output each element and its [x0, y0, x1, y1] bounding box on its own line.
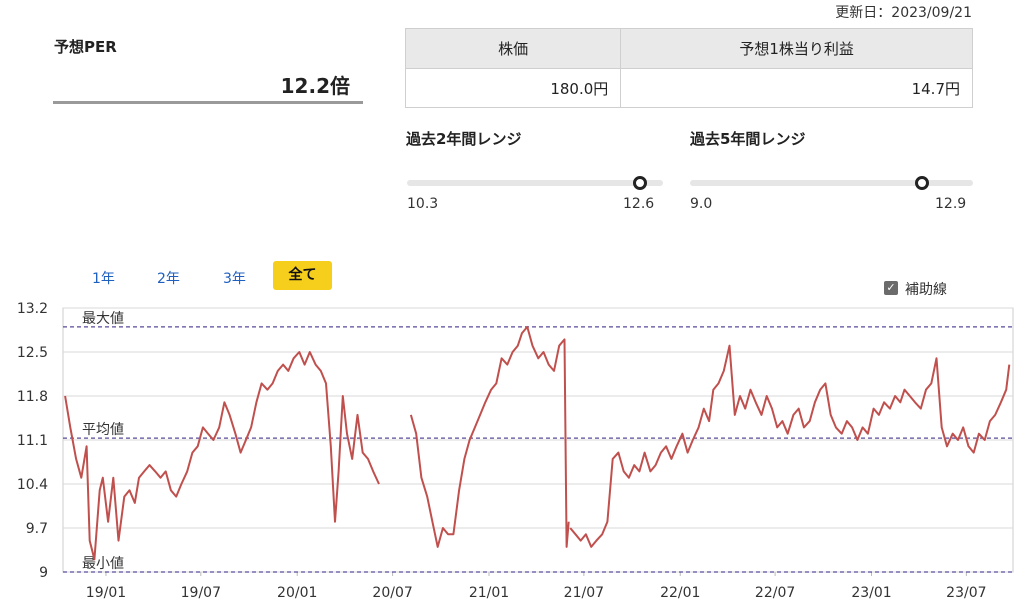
- range-5y-max: 12.9: [935, 196, 967, 212]
- x-tick-label: 19/07: [181, 585, 221, 601]
- x-tick-label: 19/01: [86, 585, 126, 601]
- tab-2y[interactable]: 2年: [157, 271, 180, 287]
- helper-lines-checkbox[interactable]: ✓: [884, 281, 898, 295]
- y-tick-label: 9.7: [26, 521, 48, 537]
- per-value: 12.2倍: [280, 74, 350, 98]
- range-2y-track: [407, 180, 663, 186]
- per-chart: 9 9.7 10.4 11.1 11.8 12.5 13.2 19/01 19/07 20/01 2…: [17, 301, 1014, 601]
- range-2y-marker: [632, 176, 647, 190]
- price-eps-table: 株価 予想1株当り利益 180.0円 14.7円: [404, 28, 973, 108]
- range-5y-track: [690, 180, 973, 186]
- x-tick-label: 22/07: [755, 585, 795, 601]
- x-tick-label: 22/01: [660, 585, 700, 601]
- per-underline: [53, 101, 363, 104]
- reference-line-label: 平均値: [82, 422, 124, 438]
- reference-line-label: 最大値: [82, 311, 124, 327]
- y-tick-label: 13.2: [17, 301, 48, 317]
- table-header-eps: 予想1株当り利益: [620, 28, 973, 69]
- tab-all[interactable]: 全て: [273, 261, 332, 290]
- tab-1y[interactable]: 1年: [92, 271, 115, 287]
- range-2y-title: 過去2年間レンジ: [406, 130, 522, 148]
- y-tick-label: 9: [39, 565, 48, 581]
- x-tick-label: 23/07: [946, 585, 986, 601]
- range-5y-marker: [915, 176, 930, 190]
- tab-3y[interactable]: 3年: [223, 271, 246, 287]
- x-tick-label: 20/01: [277, 585, 317, 601]
- x-tick-label: 23/01: [851, 585, 891, 601]
- reference-line-label: 最小値: [82, 556, 124, 572]
- eps-value: 14.7円: [620, 68, 973, 108]
- x-tick-label: 20/07: [372, 585, 412, 601]
- y-tick-label: 11.8: [17, 389, 48, 405]
- helper-lines-label[interactable]: 補助線: [905, 282, 947, 298]
- per-series-line: [569, 344, 1011, 548]
- range-2y-min: 10.3: [407, 196, 439, 212]
- y-tick-label: 12.5: [17, 345, 48, 361]
- stock-price-value: 180.0円: [404, 68, 622, 108]
- table-row: 180.0円 14.7円: [404, 68, 973, 108]
- range-2y-max: 12.6: [623, 196, 655, 212]
- x-tick-label: 21/07: [564, 585, 604, 601]
- range-5y-min: 9.0: [690, 196, 713, 212]
- table-header-price: 株価: [404, 28, 622, 69]
- y-tick-label: 11.1: [17, 433, 48, 449]
- per-series-line: [64, 351, 380, 561]
- updated-date: 更新日：2023/09/21: [835, 5, 972, 21]
- x-tick-label: 21/01: [469, 585, 509, 601]
- y-tick-label: 10.4: [17, 477, 48, 493]
- range-5y-title: 過去5年間レンジ: [690, 130, 806, 148]
- per-series-line: [409, 325, 570, 548]
- per-label: 予想PER: [54, 38, 117, 56]
- table-header-row: 株価 予想1株当り利益: [404, 28, 973, 69]
